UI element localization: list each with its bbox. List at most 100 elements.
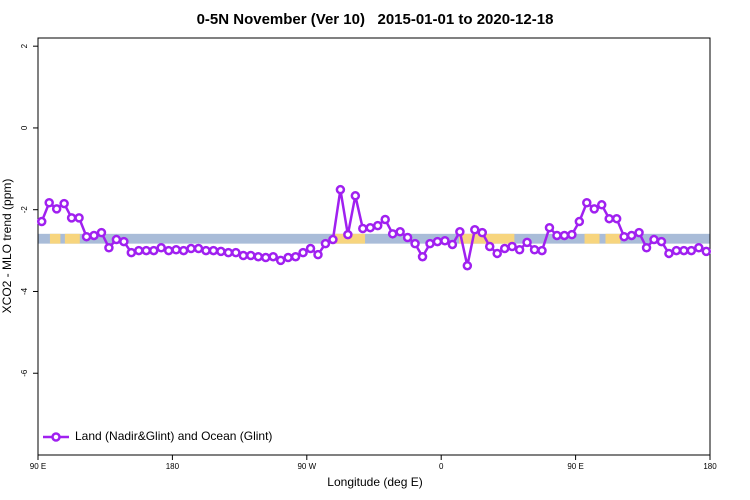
data-point [126, 247, 137, 258]
x-tick-label: 90 W [297, 462, 316, 471]
data-point [298, 247, 308, 258]
data-point [253, 251, 264, 262]
data-point [96, 227, 107, 238]
data-point [686, 245, 697, 256]
data-point [611, 213, 622, 224]
data-point [402, 232, 413, 243]
data-point [238, 250, 249, 261]
data-point [395, 227, 405, 237]
data-point [111, 234, 122, 245]
data-point [656, 236, 667, 247]
data-point [171, 245, 181, 255]
data-point [641, 242, 652, 253]
data-point [574, 216, 585, 227]
data-point [567, 229, 577, 240]
data-point [552, 230, 562, 241]
data-point [537, 245, 547, 256]
data-point [231, 247, 241, 258]
land-patch [49, 233, 61, 244]
data-point [514, 245, 525, 255]
data-point [522, 237, 532, 248]
data-point [507, 241, 517, 252]
x-axis-label: Longitude (deg E) [327, 475, 422, 489]
x-tick-label: 180 [703, 462, 717, 471]
data-point [358, 223, 368, 234]
data-point [529, 245, 540, 255]
data-point [596, 200, 607, 210]
data-point [305, 243, 316, 254]
data-point [619, 231, 629, 242]
data-point [626, 230, 637, 241]
data-point [582, 198, 592, 208]
data-point [81, 231, 92, 242]
data-point [417, 251, 428, 262]
data-point [290, 251, 301, 262]
data-point [208, 245, 219, 256]
data-point [104, 242, 114, 253]
data-point [671, 245, 682, 256]
data-point [432, 236, 443, 247]
land-patch [605, 233, 621, 244]
data-point [223, 247, 234, 258]
data-point [492, 248, 502, 259]
data-point [186, 243, 196, 254]
data-point [275, 255, 286, 266]
data-point [365, 222, 376, 233]
data-point [313, 249, 323, 260]
data-point [328, 234, 338, 245]
data-point [604, 213, 614, 224]
ocean-band [38, 233, 710, 244]
data-point [163, 245, 174, 256]
data-point [649, 234, 659, 245]
chart-title: 0-5N November (Ver 10) 2015-01-01 to 202… [197, 11, 554, 28]
data-point [119, 236, 129, 247]
data-point [260, 252, 271, 263]
data-point [201, 245, 211, 256]
data-point [193, 243, 204, 254]
data-point [694, 242, 704, 253]
x-tick-label: 90 E [30, 462, 46, 471]
data-point [246, 250, 256, 261]
data-point [462, 260, 473, 271]
plot-frame [37, 37, 711, 456]
data-point [283, 252, 293, 263]
data-point [134, 245, 144, 256]
data-point [387, 229, 398, 239]
data-point [74, 213, 84, 223]
data-point [447, 239, 458, 250]
data-point [268, 251, 278, 262]
data-point [440, 236, 450, 246]
data-point [59, 198, 69, 209]
y-tick-label: -6 [20, 369, 29, 377]
y-tick-label: -2 [20, 206, 29, 214]
data-point [36, 216, 47, 227]
data-point [679, 245, 689, 256]
data-point [51, 204, 62, 214]
data-point [350, 191, 361, 201]
data-point [343, 229, 353, 240]
x-tick-label: 0 [439, 462, 444, 471]
land-patch [584, 233, 600, 244]
data-point [148, 245, 159, 256]
data-point [335, 184, 346, 195]
data-point [664, 248, 674, 259]
data-point [425, 238, 435, 249]
data-point [216, 246, 226, 257]
legend-label: Land (Nadir&Glint) and Ocean (Glint) [75, 429, 272, 443]
data-point [156, 242, 166, 253]
data-point [178, 245, 189, 256]
data-point [380, 214, 390, 225]
data-point [589, 204, 600, 214]
data-point [455, 227, 465, 237]
data-point [544, 222, 555, 233]
data-point [559, 230, 570, 241]
data-point [701, 246, 712, 257]
data-point [66, 213, 77, 223]
data-point [477, 227, 488, 238]
x-tick-label: 90 E [567, 462, 583, 471]
data-point [141, 245, 152, 256]
y-axis-label: XCO2 - MLO trend (ppm) [0, 179, 14, 314]
legend-marker [51, 432, 61, 442]
data-point [44, 198, 54, 208]
